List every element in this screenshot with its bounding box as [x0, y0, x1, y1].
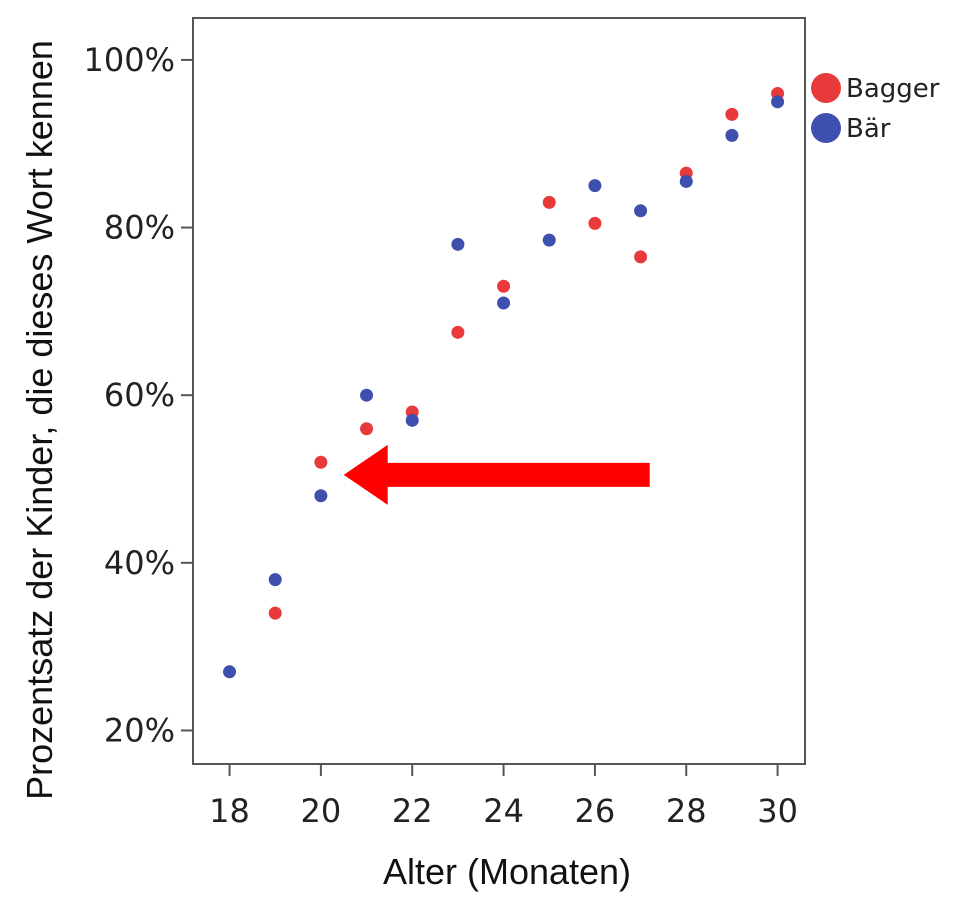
legend-marker [811, 113, 841, 143]
data-point-b-r [497, 296, 511, 310]
plot-area [192, 17, 806, 765]
y-tick-label: 20% [104, 711, 175, 749]
data-point-b-r [588, 179, 602, 193]
data-point-bagger [588, 216, 602, 230]
legend-label: Bär [846, 114, 891, 144]
y-tick-label: 80% [104, 209, 175, 247]
x-axis-ticks: 18 20 22 24 26 28 30 [209, 764, 798, 830]
legend-label: Bagger [846, 74, 940, 104]
data-points [223, 86, 785, 679]
data-point-bagger [451, 325, 465, 339]
data-point-b-r [405, 413, 419, 427]
y-tick-label: 60% [104, 376, 175, 414]
legend-marker [811, 73, 841, 103]
x-tick-label: 18 [209, 792, 250, 830]
legend: Bagger Bär [811, 73, 940, 144]
x-tick-label: 20 [301, 792, 342, 830]
data-point-b-r [314, 489, 328, 503]
data-point-bagger [314, 455, 328, 469]
red-arrow [343, 444, 650, 505]
data-point-bagger [634, 250, 648, 264]
x-tick-label: 24 [483, 792, 524, 830]
x-tick-label: 26 [575, 792, 616, 830]
data-point-bagger [360, 422, 374, 436]
x-tick-label: 22 [392, 792, 433, 830]
arrow-annotation [343, 444, 650, 505]
data-point-bagger [497, 279, 511, 293]
data-point-b-r [451, 237, 465, 251]
data-point-b-r [634, 204, 648, 218]
data-point-b-r [771, 95, 785, 109]
y-axis-ticks: 20% 40% 60% 80% 100% [84, 41, 193, 749]
data-point-b-r [360, 388, 374, 402]
x-tick-label: 28 [666, 792, 707, 830]
data-point-bagger [725, 107, 739, 121]
x-tick-label: 30 [757, 792, 798, 830]
y-tick-label: 40% [104, 544, 175, 582]
data-point-b-r [679, 174, 693, 188]
y-axis-title: Prozentsatz der Kinder, die dieses Wort … [19, 40, 60, 800]
data-point-b-r [725, 128, 739, 142]
x-axis-title: Alter (Monaten) [383, 851, 631, 892]
data-point-b-r [223, 665, 237, 679]
data-point-bagger [542, 195, 556, 209]
data-point-b-r [542, 233, 556, 247]
data-point-b-r [268, 573, 282, 587]
y-tick-label: 100% [84, 41, 175, 79]
data-point-bagger [268, 606, 282, 620]
